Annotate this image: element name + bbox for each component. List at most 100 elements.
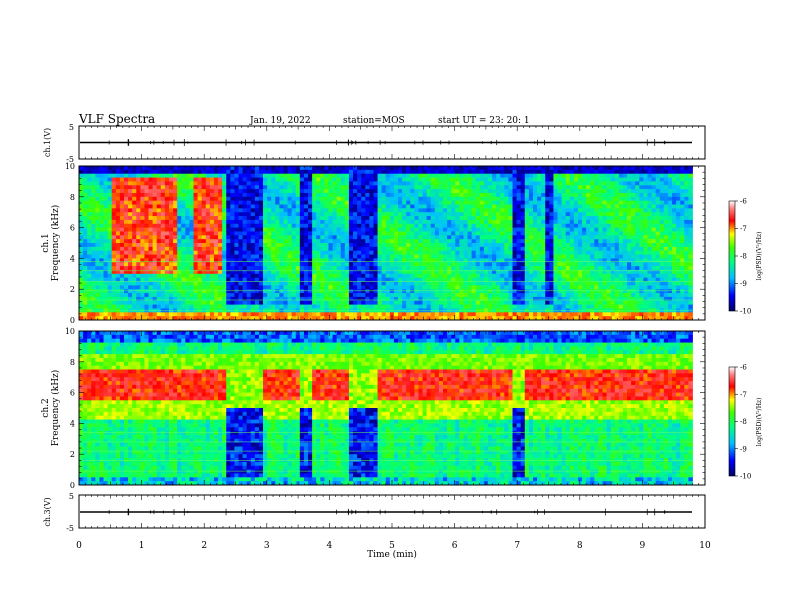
spectrogram-cell [324,250,329,255]
spectrogram-cell [361,181,366,186]
spectrogram-cell [328,281,333,286]
spectrogram-cell [140,281,145,286]
spectrogram-cell [365,243,370,248]
spectrogram-cell [500,212,505,217]
spectrogram-cell [336,269,342,275]
spectrogram-cell [487,173,493,178]
spectrogram-cell [234,219,239,225]
spectrogram-cell [541,173,546,178]
spectrogram-cell [83,192,88,198]
spectrogram-cell [303,189,309,194]
spectrogram-cell [516,177,522,182]
spectrogram-cell [123,189,129,194]
spectrogram-cell [193,281,199,286]
spectrogram-cell [258,166,264,171]
spectrogram-cell [455,269,460,275]
spectrogram-cell [213,296,219,302]
spectrogram-cell [218,250,223,255]
spectrogram-cell [361,312,366,317]
spectrogram-cell [201,239,207,244]
spectrogram-cell [144,189,149,194]
spectrogram-cell [258,258,264,263]
spectrogram-cell [168,173,174,178]
spectrogram-cell [258,269,264,275]
spectrogram-cell [99,243,104,248]
spectrogram-cell [119,208,125,213]
spectrogram-cell [95,216,100,221]
spectrogram-cell [111,300,117,305]
spectrogram-cell [95,289,100,294]
spectrogram-cell [83,235,88,240]
spectrogram-cell [561,169,567,175]
spectrogram-cell [508,289,513,294]
spectrogram-cell [504,223,509,228]
spectrogram-cell [168,269,174,275]
spectrogram-cell [332,266,338,271]
spectrogram-cell [553,223,558,228]
spectrogram-cell [132,316,137,321]
spectrogram-cell [316,273,321,279]
spectrogram-cell [201,285,207,290]
spectrogram-cell [177,235,182,240]
spectrogram-cell [279,281,284,286]
spectrogram-cell [479,289,485,294]
spectrogram-cell [471,250,477,255]
spectrogram-cell [168,293,174,298]
spectrogram-cell [123,166,129,171]
spectrogram-cell [377,212,383,217]
spectrogram-cell [95,262,100,267]
spectrogram-cell [238,227,243,232]
spectrogram-cell [238,277,243,282]
spectrogram-cell [99,312,104,317]
spectrogram-cell [263,243,268,248]
spectrogram-cell [312,169,317,175]
spectrogram-cell [173,189,178,194]
spectrogram-cell [189,273,194,279]
spectrogram-cell [287,239,293,244]
spectrogram-cell [328,254,333,259]
spectrogram-cell [164,204,170,209]
spectrogram-cell [144,169,149,175]
spectrogram-cell [250,208,256,213]
spectrogram-cell [222,254,227,259]
spectrogram-cell [389,243,395,248]
spectrogram-cell [79,273,84,279]
spectrogram-cell [340,219,346,225]
spectrogram-cell [193,181,199,186]
spectrogram-cell [173,300,178,305]
spectrogram-cell [573,304,579,309]
spectrogram-cell [496,285,501,290]
spectrogram-cell [549,266,554,271]
spectrogram-cell [438,185,444,190]
spectrogram-cell [389,219,395,225]
spectrogram-cell [238,304,243,309]
spectrogram-cell [213,169,219,175]
spectrogram-cell [193,250,199,255]
spectrogram-cell [537,316,542,321]
spectrogram-cell [156,293,162,298]
spectrogram-cell [410,285,415,290]
spectrogram-cell [140,316,145,321]
spectrogram-cell [218,243,223,248]
spectrogram-cell [79,204,84,209]
spectrogram-cell [553,169,558,175]
spectrogram-cell [537,262,542,267]
spectrogram-cell [328,293,333,298]
spectrogram-cell [569,289,575,294]
spectrogram-cell [577,316,583,321]
spectrogram-cell [361,166,366,171]
spectrogram-cell [475,262,481,267]
spectrogram-cell [128,196,133,202]
spectrogram-cell [205,216,211,221]
spectrogram-cell [279,239,284,244]
spectrogram-cell [177,269,182,275]
spectrogram-cell [357,243,362,248]
spectrogram-cell [291,239,297,244]
spectrogram-cell [193,243,199,248]
spectrogram-cell [402,312,407,317]
spectrogram-cell [320,277,325,282]
spectrogram-cell [103,192,109,198]
spectrogram-cell [267,281,272,286]
spectrogram-cell [496,273,501,279]
spectrogram-cell [455,281,460,286]
